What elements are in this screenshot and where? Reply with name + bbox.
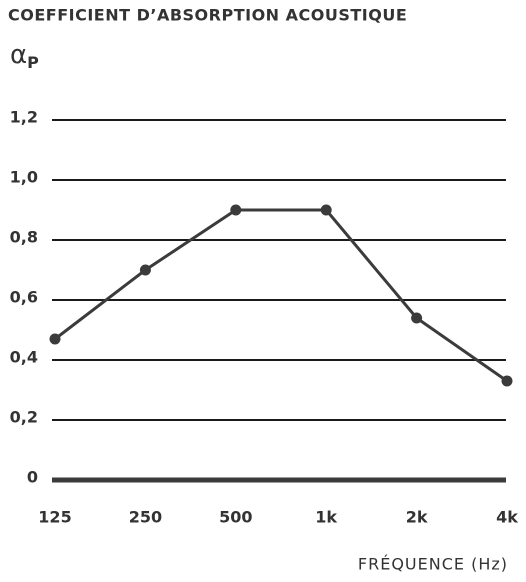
x-tick-label: 2k [406,508,428,527]
y-tick-label: 0,4 [10,348,38,367]
y-tick-label: 0 [27,468,38,487]
chart-title: COEFFICIENT D’ABSORPTION ACOUSTIQUE [8,6,407,25]
y-axis-label: αP [10,40,39,72]
y-tick-label: 1,2 [10,108,38,127]
x-tick-label: 125 [38,508,71,527]
y-axis-subscript: P [27,53,39,72]
x-tick-label: 500 [219,508,252,527]
data-point [230,204,242,216]
x-axis-label: FRÉQUENCE (Hz) [358,555,508,574]
y-tick-label: 0,2 [10,408,38,427]
x-tick-label: 1k [315,508,337,527]
y-tick-label: 1,0 [10,168,38,187]
x-tick-label: 4k [496,508,518,527]
y-axis-symbol: α [10,40,27,70]
data-point [49,333,61,345]
data-point [501,375,513,387]
data-point [411,312,423,324]
y-tick-label: 0,6 [10,288,38,307]
x-tick-label: 250 [129,508,162,527]
data-point [320,204,332,216]
y-tick-label: 0,8 [10,228,38,247]
data-line [54,208,508,383]
data-point [139,264,151,276]
